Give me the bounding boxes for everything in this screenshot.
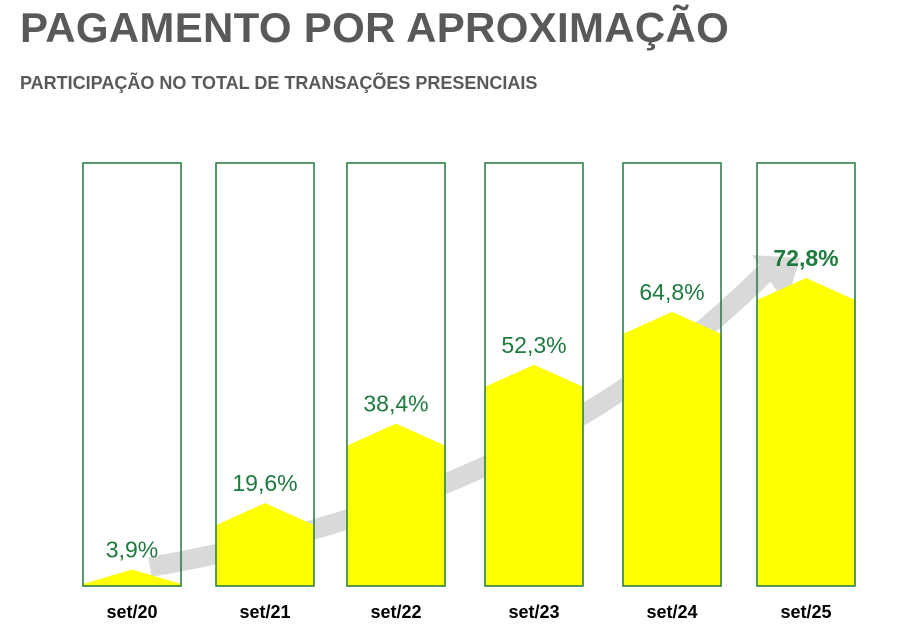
labels-group: 3,9% set/20 19,6% set/21 38,4% set/22 52,3% set…	[106, 245, 839, 622]
category-label: set/22	[370, 602, 421, 622]
category-label: set/21	[239, 602, 290, 622]
value-label: 64,8%	[639, 279, 704, 305]
bars-group	[82, 162, 856, 587]
bar-frame-set-25	[756, 162, 856, 587]
value-label: 3,9%	[106, 537, 158, 563]
value-label: 19,6%	[232, 470, 297, 496]
chart-subtitle: PARTICIPAÇÃO NO TOTAL DE TRANSAÇÕES PRES…	[20, 73, 538, 93]
category-label: set/25	[780, 602, 831, 622]
value-label: 72,8%	[773, 245, 838, 271]
bar-fill-set-23	[485, 364, 583, 586]
category-label: set/23	[508, 602, 559, 622]
bar-frame-set-20	[82, 162, 182, 587]
category-label: set/20	[106, 602, 157, 622]
category-label: set/24	[646, 602, 697, 622]
bar-frame-set-23	[484, 162, 584, 587]
bar-frame-set-21	[215, 162, 315, 587]
page-title: PAGAMENTO POR APROXIMAÇÃO	[20, 4, 730, 51]
value-label: 52,3%	[501, 332, 566, 358]
bar-fill-set-21	[216, 503, 314, 586]
bar-frame-set-24	[622, 162, 722, 587]
bar-frame-set-22	[346, 162, 446, 587]
bar-fill-set-22	[347, 423, 445, 586]
bar-fill-set-20	[83, 569, 181, 586]
bar-fill-set-24	[623, 311, 721, 586]
bar-fill-set-25	[757, 278, 855, 586]
value-label: 38,4%	[363, 391, 428, 417]
